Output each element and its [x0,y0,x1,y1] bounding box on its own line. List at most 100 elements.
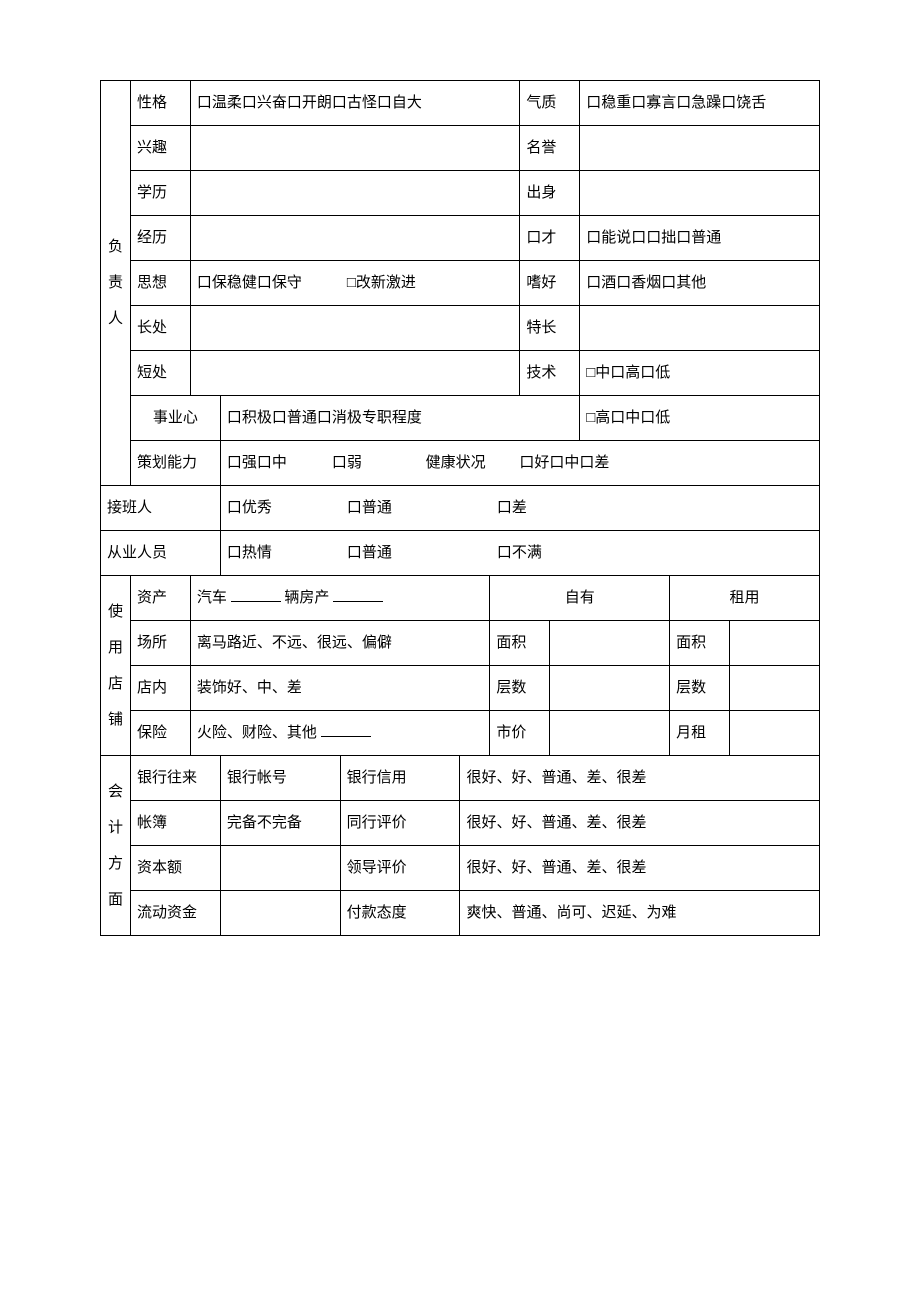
person-left-label-5: 长处 [130,306,190,351]
asset-label: 资产 [130,576,190,621]
person-left-label-6: 短处 [130,351,190,396]
acct-c3-1: 同行评价 [340,801,460,846]
acct-c4-2: 很好、好、普通、差、很差 [460,846,820,891]
shop-row-1: 店内 装饰好、中、差 层数 层数 [101,666,820,711]
asset-owned: 自有 [490,576,670,621]
acct-c1-1: 帐簿 [130,801,220,846]
shop-mval-2 [550,711,670,756]
person-right-label-3: 口才 [520,216,580,261]
person-right-value-0: 口稳重口寡言口急躁口饶舌 [580,81,820,126]
career-value: 口积极口普通口消极专职程度 [220,396,579,441]
shop-rlabel-0: 面积 [670,621,730,666]
acct-c4-1: 很好、好、普通、差、很差 [460,801,820,846]
person-left-label-0: 性格 [130,81,190,126]
person-left-value-0: 口温柔口兴奋口开朗口古怪口自大 [190,81,519,126]
career-label: 事业心 [130,396,220,441]
person-right-value-6: □中口高口低 [580,351,820,396]
person-right-label-4: 嗜好 [520,261,580,306]
shop-value-1: 装饰好、中、差 [190,666,490,711]
person-right-value-3: 口能说口口拙口普通 [580,216,820,261]
shop-mlabel-1: 层数 [490,666,550,711]
acct-c2-3 [220,891,340,936]
person-left-label-2: 学历 [130,171,190,216]
acct-c1-3: 流动资金 [130,891,220,936]
employees-row: 从业人员 口热情 口普通 口不满 [101,531,820,576]
shop-section-label: 使用店铺 [101,576,131,756]
acct-c3-2: 领导评价 [340,846,460,891]
successor-value: 口优秀 口普通 口差 [220,486,819,531]
asset-value: 汽车 辆房产 [190,576,490,621]
shop-row-2: 保险 火险、财险、其他 市价 月租 [101,711,820,756]
asset-prefix: 汽车 [197,590,231,606]
acct-section-label: 会计方面 [101,756,131,936]
person-right-label-5: 特长 [520,306,580,351]
successor-label: 接班人 [101,486,221,531]
shop-mlabel-0: 面积 [490,621,550,666]
shop-rlabel-1: 层数 [670,666,730,711]
person-left-value-3 [190,216,519,261]
person-section-label: 负责人 [101,81,131,486]
shop-value-2-text: 火险、财险、其他 [197,725,321,741]
person-row-2: 学历 出身 [101,171,820,216]
acct-row-3: 流动资金 付款态度 爽快、普通、尚可、迟延、为难 [101,891,820,936]
acct-row-1: 帐簿 完备不完备 同行评价 很好、好、普通、差、很差 [101,801,820,846]
employees-label: 从业人员 [101,531,221,576]
shop-row-asset: 使用店铺 资产 汽车 辆房产 自有 租用 [101,576,820,621]
person-row-4: 思想 口保稳健口保守 □改新激进 嗜好 口酒口香烟口其他 [101,261,820,306]
acct-c1-2: 资本额 [130,846,220,891]
plan-right-label: 健康状况 [426,455,486,471]
person-left-value-5 [190,306,519,351]
plan-right-value: 口好口中口差 [519,455,609,471]
person-section-text: 负责人 [108,239,123,327]
shop-rlabel-2: 月租 [670,711,730,756]
shop-row-0: 场所 离马路近、不远、很远、偏僻 面积 面积 [101,621,820,666]
shop-blank-2 [321,721,371,737]
person-right-value-4: 口酒口香烟口其他 [580,261,820,306]
person-left-value-2 [190,171,519,216]
person-right-label-2: 出身 [520,171,580,216]
plan-left: 口强口中 口弱 [227,455,362,471]
person-row-3: 经历 口才 口能说口口拙口普通 [101,216,820,261]
acct-c4-0: 很好、好、普通、差、很差 [460,756,820,801]
employees-value: 口热情 口普通 口不满 [220,531,819,576]
shop-label-0: 场所 [130,621,190,666]
plan-value: 口强口中 口弱 健康状况 口好口中口差 [220,441,819,486]
shop-rval-1 [730,666,820,711]
person-left-label-1: 兴趣 [130,126,190,171]
person-row-1: 兴趣 名誉 [101,126,820,171]
shop-mval-0 [550,621,670,666]
shop-mlabel-2: 市价 [490,711,550,756]
shop-rval-2 [730,711,820,756]
person-row-5: 长处 特长 [101,306,820,351]
acct-row-2: 资本额 领导评价 很好、好、普通、差、很差 [101,846,820,891]
asset-blank-2 [333,586,383,602]
asset-blank-1 [231,586,281,602]
shop-value-2: 火险、财险、其他 [190,711,490,756]
acct-section-text: 会计方面 [108,784,123,908]
person-left-label-3: 经历 [130,216,190,261]
acct-c2-1: 完备不完备 [220,801,340,846]
shop-section-text: 使用店铺 [108,604,123,728]
person-right-value-1 [580,126,820,171]
acct-c2-0: 银行帐号 [220,756,340,801]
person-left-label-4: 思想 [130,261,190,306]
acct-c3-0: 银行信用 [340,756,460,801]
person-row-plan: 策划能力 口强口中 口弱 健康状况 口好口中口差 [101,441,820,486]
acct-row-0: 会计方面 银行往来 银行帐号 银行信用 很好、好、普通、差、很差 [101,756,820,801]
successor-row: 接班人 口优秀 口普通 口差 [101,486,820,531]
asset-rented: 租用 [670,576,820,621]
person-right-label-0: 气质 [520,81,580,126]
person-row-6: 短处 技术 □中口高口低 [101,351,820,396]
person-right-value-2 [580,171,820,216]
shop-label-2: 保险 [130,711,190,756]
acct-c4-3: 爽快、普通、尚可、迟延、为难 [460,891,820,936]
shop-mval-1 [550,666,670,711]
person-row-career: 事业心 口积极口普通口消极专职程度 □高口中口低 [101,396,820,441]
person-right-label-1: 名誉 [520,126,580,171]
shop-value-0: 离马路近、不远、很远、偏僻 [190,621,490,666]
person-left-value-4: 口保稳健口保守 □改新激进 [190,261,519,306]
shop-label-1: 店内 [130,666,190,711]
page: 负责人 性格 口温柔口兴奋口开朗口古怪口自大 气质 口稳重口寡言口急躁口饶舌 兴… [0,0,920,976]
acct-c3-3: 付款态度 [340,891,460,936]
person-left-value-6 [190,351,519,396]
